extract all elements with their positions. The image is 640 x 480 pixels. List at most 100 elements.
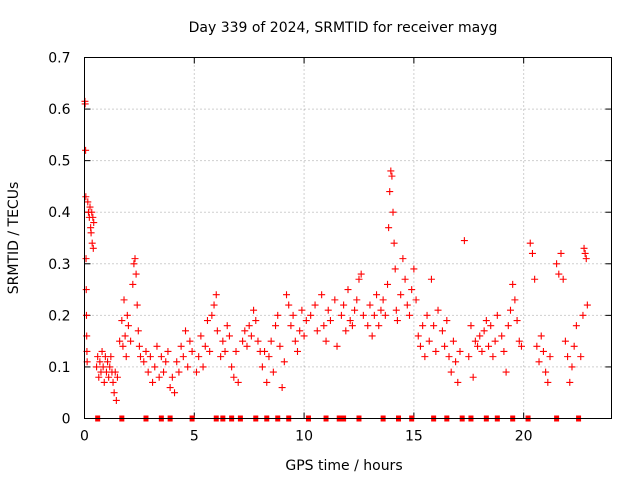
data-point — [171, 389, 179, 397]
y-tick-label: 0.5 — [48, 154, 70, 170]
data-point — [580, 244, 588, 252]
data-point — [561, 337, 569, 345]
data-point — [500, 347, 508, 355]
data-point — [480, 327, 488, 335]
data-point — [89, 213, 97, 221]
data-point — [392, 306, 400, 314]
x-tick-label: 5 — [190, 429, 199, 445]
data-point — [498, 332, 506, 340]
data-point — [342, 327, 350, 335]
data-point — [116, 337, 124, 345]
data-point — [572, 322, 580, 330]
data-point — [298, 306, 306, 314]
data-point — [110, 389, 118, 397]
data-point — [384, 280, 392, 288]
data-point — [199, 363, 207, 371]
data-point — [109, 378, 117, 386]
data-point — [177, 342, 185, 350]
data-point — [559, 275, 567, 283]
data-point — [373, 291, 381, 299]
data-point — [88, 239, 96, 247]
data-point — [390, 239, 398, 247]
data-point — [452, 358, 460, 366]
data-point — [243, 342, 251, 350]
y-tick-label: 0.3 — [48, 257, 70, 273]
data-point — [348, 322, 356, 330]
data-point — [250, 306, 258, 314]
data-point — [133, 301, 141, 309]
data-points — [81, 97, 591, 422]
data-point — [232, 347, 240, 355]
data-point — [192, 368, 200, 376]
data-point — [86, 203, 94, 211]
data-point — [511, 296, 519, 304]
data-point — [430, 322, 438, 330]
data-point — [355, 275, 363, 283]
data-point — [106, 363, 114, 371]
data-point — [456, 347, 464, 355]
data-point — [195, 353, 203, 361]
data-point — [528, 249, 536, 257]
data-point — [408, 286, 416, 294]
data-point — [502, 368, 510, 376]
data-point — [555, 270, 563, 278]
data-point — [90, 219, 98, 227]
data-point — [96, 358, 104, 366]
data-point — [197, 332, 205, 340]
data-point — [162, 358, 170, 366]
data-point — [296, 327, 304, 335]
plot-border — [84, 57, 612, 419]
data-point — [107, 353, 115, 361]
data-point — [120, 296, 128, 304]
data-point — [98, 347, 106, 355]
data-point — [228, 363, 236, 371]
data-point — [353, 296, 361, 304]
data-point — [201, 342, 209, 350]
data-point — [300, 332, 308, 340]
data-point — [241, 327, 249, 335]
data-point — [425, 337, 433, 345]
data-point — [377, 306, 385, 314]
data-point — [208, 311, 216, 319]
data-point — [366, 301, 374, 309]
data-point — [441, 342, 449, 350]
data-point — [320, 322, 328, 330]
data-point — [188, 347, 196, 355]
data-point — [346, 317, 354, 325]
data-point — [364, 322, 372, 330]
data-point — [307, 311, 315, 319]
data-point — [542, 368, 550, 376]
data-point — [230, 373, 238, 381]
data-point — [570, 342, 578, 350]
data-point — [213, 327, 221, 335]
data-point — [82, 286, 90, 294]
data-point — [581, 249, 589, 257]
x-axis-label: GPS time / hours — [285, 458, 402, 474]
data-point — [95, 373, 103, 381]
data-point — [88, 208, 96, 216]
data-point — [322, 337, 330, 345]
data-point — [247, 332, 255, 340]
data-point — [168, 373, 176, 381]
data-point — [221, 347, 229, 355]
data-point — [533, 342, 541, 350]
data-point — [186, 337, 194, 345]
data-point — [583, 301, 591, 309]
data-point — [84, 198, 92, 206]
data-point — [93, 363, 101, 371]
x-tick-label: 0 — [80, 429, 89, 445]
data-point — [427, 275, 435, 283]
data-point — [566, 378, 574, 386]
data-point — [460, 237, 468, 245]
data-point — [203, 317, 211, 325]
x-tick-label: 10 — [295, 429, 313, 445]
data-point — [129, 280, 137, 288]
data-point — [421, 353, 429, 361]
y-tick-label: 0.7 — [48, 51, 70, 67]
data-point — [553, 260, 561, 268]
data-point — [254, 337, 262, 345]
data-point — [399, 255, 407, 263]
data-point — [132, 270, 140, 278]
data-point — [261, 347, 269, 355]
data-point — [99, 363, 107, 371]
